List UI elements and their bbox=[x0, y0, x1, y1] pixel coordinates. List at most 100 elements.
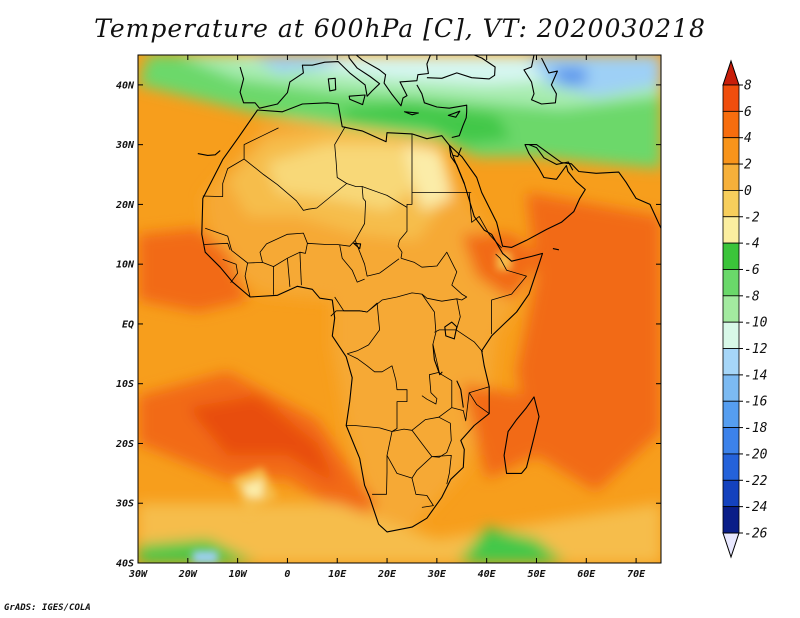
arabia-coastline bbox=[448, 144, 661, 248]
lon-tick-label: 30W bbox=[128, 569, 148, 580]
horn-mild-spot bbox=[496, 252, 512, 271]
colorbar-segment bbox=[722, 295, 740, 323]
lat-tick-label: 30S bbox=[115, 499, 134, 510]
coastlines bbox=[197, 55, 661, 533]
colorbar-segment bbox=[722, 374, 740, 402]
country-border bbox=[421, 372, 439, 405]
colorbar-segment bbox=[722, 216, 740, 244]
colorbar-label: -6 bbox=[744, 263, 760, 278]
country-border bbox=[334, 126, 347, 184]
lake-chad bbox=[353, 242, 362, 250]
caspian-coastline bbox=[523, 55, 558, 105]
east-atlantic-hot bbox=[138, 228, 248, 312]
crete-coastline bbox=[403, 111, 419, 116]
map-frame bbox=[137, 54, 662, 564]
lake-victoria bbox=[444, 321, 458, 340]
lat-tick-label: 20N bbox=[115, 200, 135, 211]
colorbar-segment bbox=[722, 242, 740, 270]
country-border bbox=[491, 253, 527, 335]
lat-tick-label: 40N bbox=[116, 80, 135, 91]
colorbar-label: -4 bbox=[744, 237, 760, 252]
lake-tanganyika bbox=[432, 344, 443, 376]
lon-tick-label: 50E bbox=[527, 569, 546, 580]
colorbar-label: 6 bbox=[744, 105, 752, 120]
lon-tick-label: 40E bbox=[478, 569, 497, 580]
country-border bbox=[346, 425, 393, 495]
lon-tick-label: 10E bbox=[328, 569, 347, 580]
lat-tick-label: 30N bbox=[115, 140, 135, 151]
colorbar-segment bbox=[722, 137, 740, 165]
colorbar-max-arrow bbox=[722, 59, 740, 86]
map-title: Temperature at 600hPa [C], VT: 202003021… bbox=[94, 14, 706, 43]
north-green-dark bbox=[337, 102, 512, 145]
country-border bbox=[244, 262, 251, 298]
lon-tick-label: 70E bbox=[627, 569, 646, 580]
country-border bbox=[421, 293, 441, 375]
country-border bbox=[259, 232, 308, 263]
country-border bbox=[361, 186, 408, 208]
country-border bbox=[347, 353, 453, 432]
colorbar-segment bbox=[722, 110, 740, 139]
country-border bbox=[468, 392, 490, 414]
country-border bbox=[299, 252, 302, 286]
axis-ticks: 30W 20W 10W 0 10E 20E 30E 40E 50E 60E 70E 40N 30N 20N… bbox=[115, 55, 661, 580]
colorbar-label: -18 bbox=[744, 421, 768, 436]
cyprus-coastline bbox=[447, 110, 461, 118]
colorbar-label: 8 bbox=[744, 79, 752, 94]
lat-tick-label: 10S bbox=[116, 379, 134, 390]
turkey-blue bbox=[526, 55, 661, 97]
country-border bbox=[204, 242, 231, 250]
colorbar-label: 2 bbox=[744, 158, 752, 173]
colorbar-label: -8 bbox=[744, 289, 760, 304]
country-border bbox=[222, 259, 239, 283]
country-border bbox=[339, 245, 365, 283]
colorbar-segment bbox=[722, 84, 740, 112]
country-border bbox=[287, 258, 291, 287]
colorbar-segment bbox=[722, 190, 740, 218]
colorbar-segment bbox=[722, 479, 740, 508]
grads-credit: GrADS: IGES/COLA bbox=[4, 603, 91, 613]
colorbar-label: 4 bbox=[744, 131, 752, 146]
colorbar-segment bbox=[722, 400, 740, 428]
lat-tick-label: 20S bbox=[115, 439, 134, 450]
colorbar-label: -20 bbox=[744, 447, 768, 462]
lon-tick-label: 60E bbox=[577, 569, 596, 580]
lon-tick-label: 10W bbox=[229, 569, 248, 580]
country-border bbox=[354, 240, 400, 277]
colorbar-segment bbox=[722, 348, 740, 376]
lat-tick-label: 40S bbox=[116, 559, 134, 570]
colorbar-legend: 8 6 4 2 0 -2 -4 -6 -8 -10 -12 -14 -16 -18 -20 -22 -24 -26 bbox=[722, 59, 768, 559]
south-america-blue bbox=[192, 551, 218, 563]
country-border bbox=[451, 386, 490, 422]
country-border bbox=[411, 478, 434, 508]
colorbar-label: 0 bbox=[744, 184, 752, 199]
country-border bbox=[386, 454, 452, 485]
country-border bbox=[468, 192, 502, 249]
colorbar-segment bbox=[722, 453, 740, 481]
colorbar-label: -26 bbox=[744, 527, 768, 542]
colorbar-segment bbox=[722, 321, 740, 349]
swirl-center-hot bbox=[187, 395, 338, 486]
red-sea-coastline bbox=[448, 145, 465, 184]
colorbar-segment bbox=[722, 163, 740, 191]
colorbar-segment bbox=[722, 506, 740, 534]
colorbar-label: -2 bbox=[744, 210, 760, 225]
country-border bbox=[330, 310, 337, 317]
lon-tick-label: 0 bbox=[284, 569, 290, 580]
indian-ocean-hot bbox=[516, 192, 661, 492]
black-sea-coastline bbox=[426, 55, 496, 80]
madagascar-coastline bbox=[503, 396, 540, 474]
levant-coastline bbox=[416, 84, 468, 139]
persian-gulf-coastline bbox=[528, 144, 574, 171]
gulf-of-suez-coastline bbox=[453, 147, 462, 158]
colorbar-label: -16 bbox=[744, 395, 768, 410]
country-border bbox=[202, 127, 279, 198]
colorbar-label: -24 bbox=[744, 500, 767, 515]
lat-tick-label: EQ bbox=[122, 319, 134, 330]
balkans-coastline bbox=[355, 55, 431, 107]
country-border bbox=[434, 329, 457, 333]
country-border bbox=[411, 416, 452, 458]
lat-tick-label: 10N bbox=[116, 260, 135, 271]
sicily-coastline bbox=[348, 94, 366, 106]
